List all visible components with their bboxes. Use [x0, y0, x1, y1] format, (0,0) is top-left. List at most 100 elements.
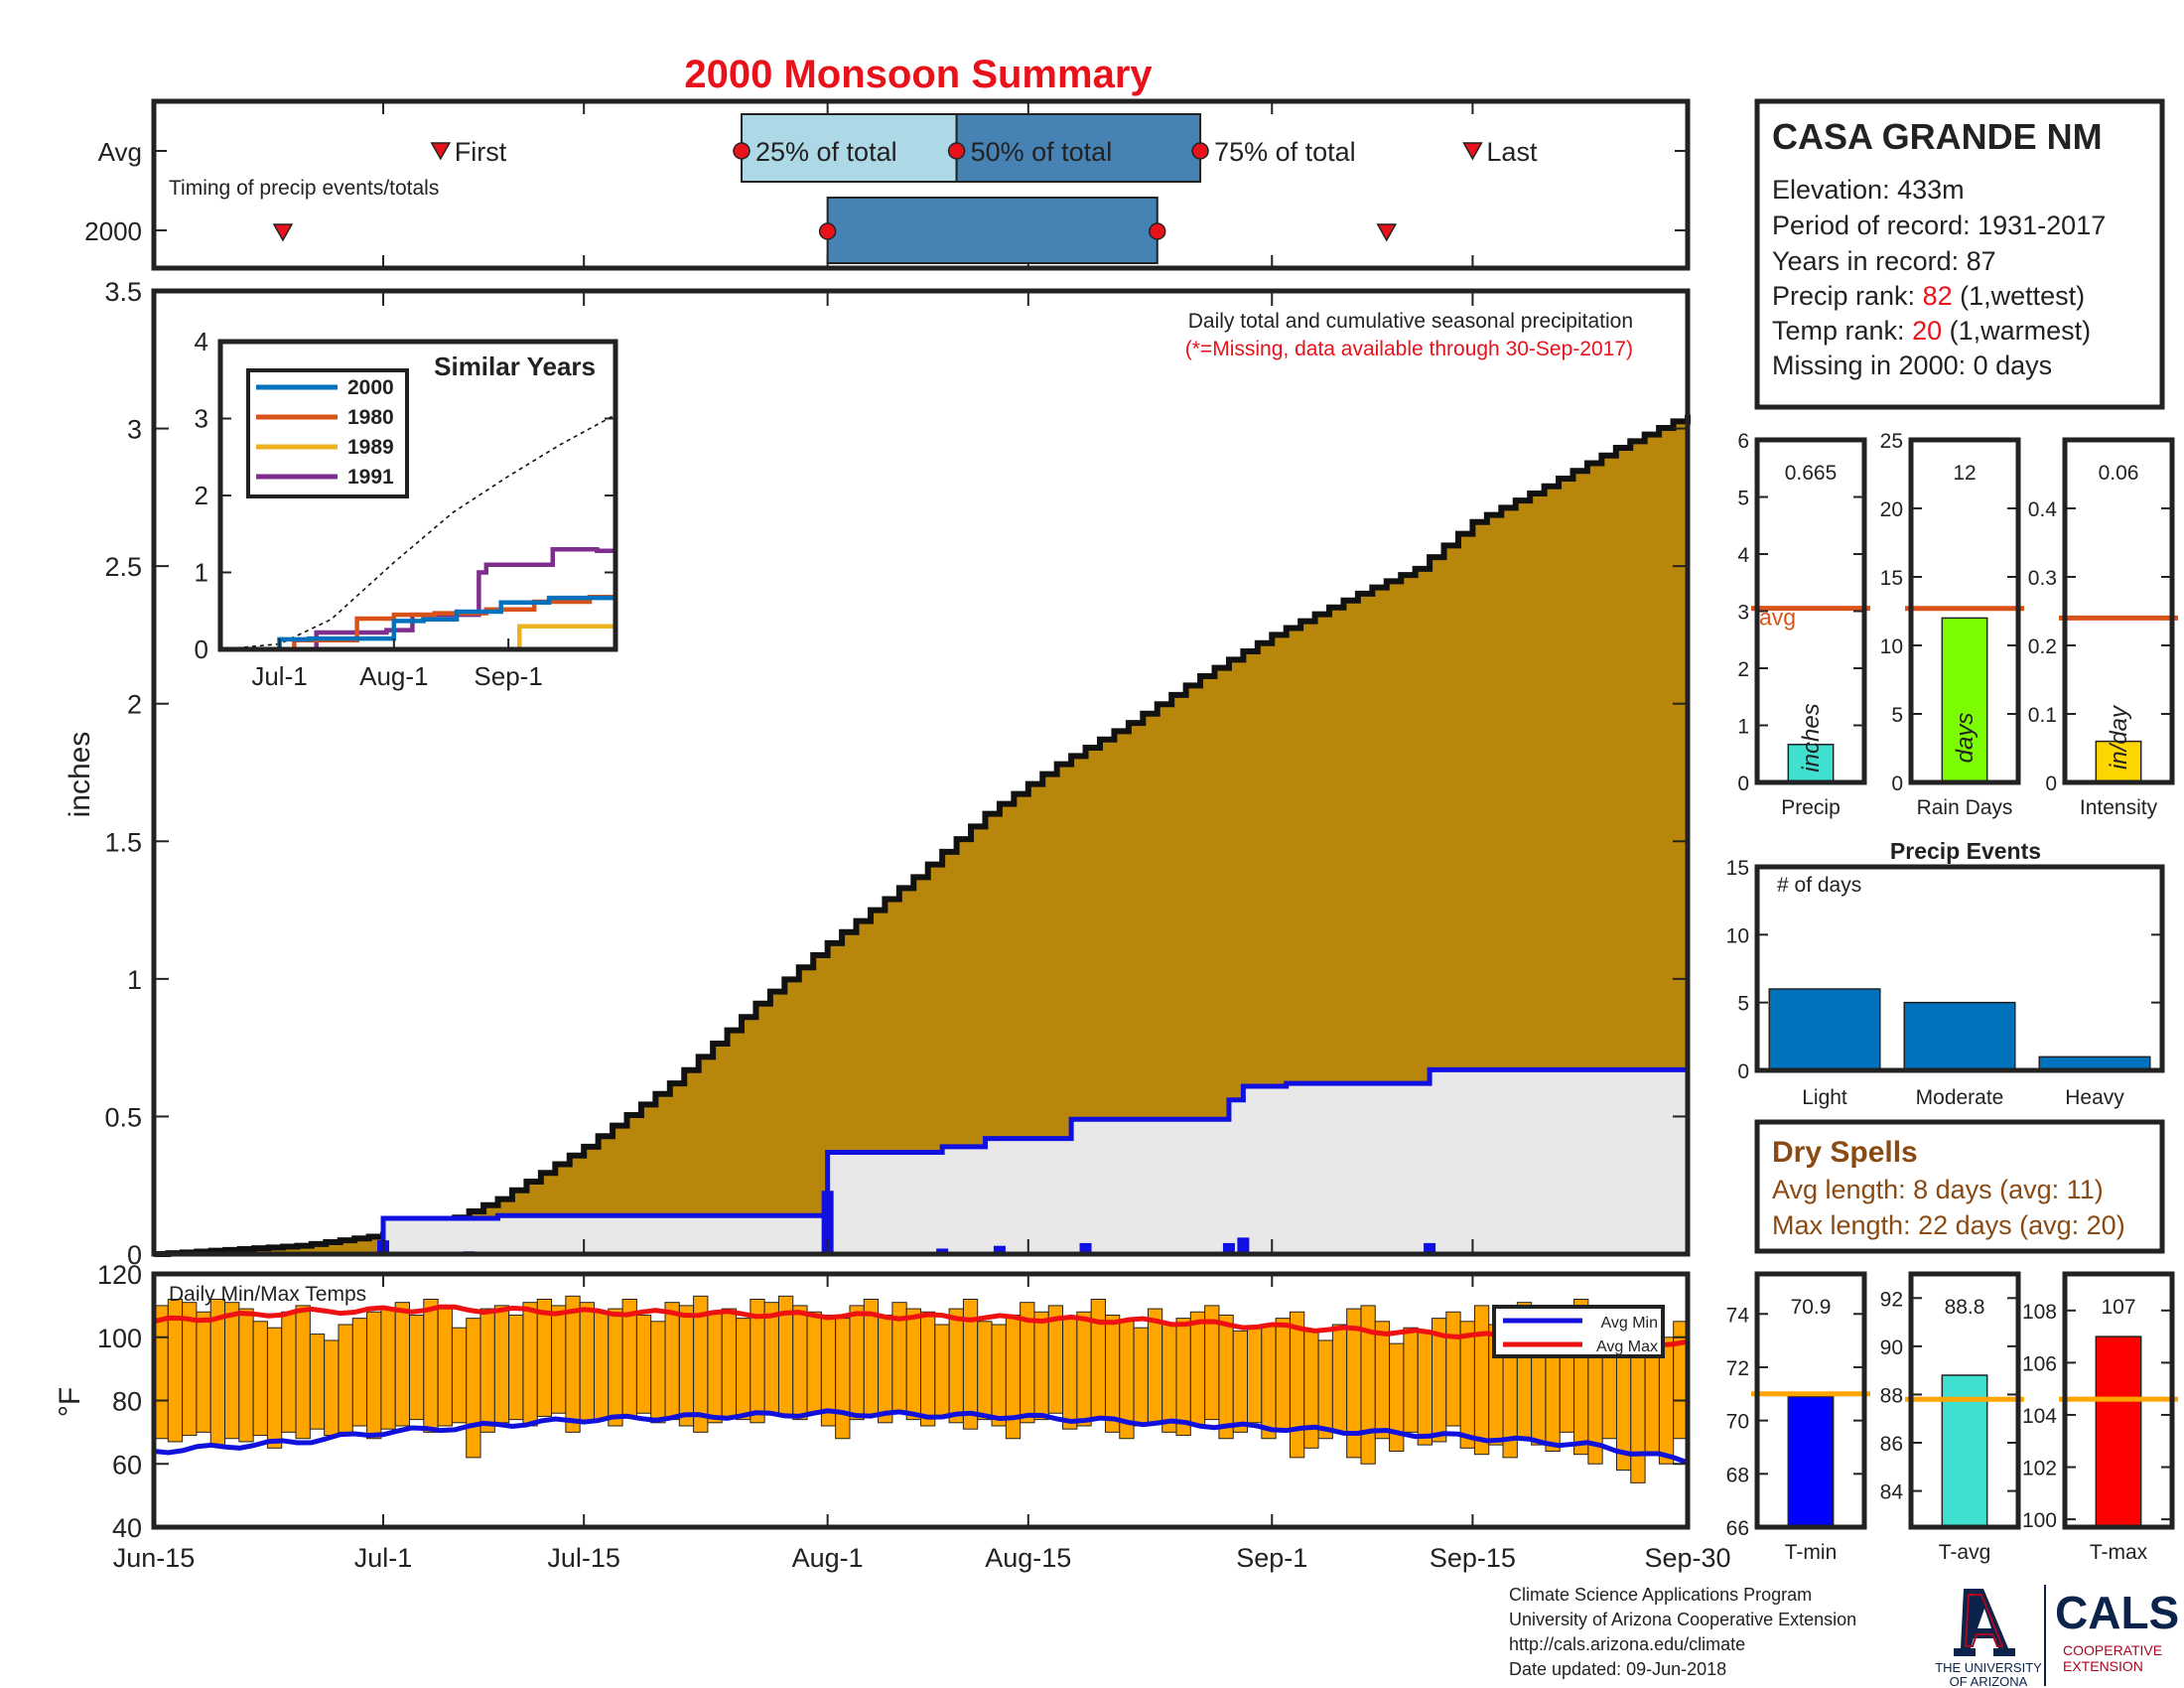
stat-ytick-label: 92	[1880, 1288, 1903, 1311]
precip-event-category: Heavy	[2065, 1086, 2124, 1109]
stat-ytick-label: 100	[2022, 1509, 2057, 1532]
inset-xtick-label: Sep-1	[474, 661, 542, 691]
daily-temp-bar	[1445, 1311, 1461, 1427]
stat-ytick-label: 0.4	[2028, 498, 2058, 521]
station-period: Period of record: 1931-2017	[1772, 211, 2106, 240]
stat-ytick-label: 4	[1737, 544, 1749, 567]
daily-temp-bar	[1275, 1318, 1291, 1430]
daily-temp-bar	[1261, 1324, 1277, 1440]
stat-ytick-label: 5	[1737, 488, 1749, 510]
stat-bar	[1787, 1395, 1835, 1528]
stat-unit-label: inches	[1798, 703, 1825, 772]
stat-ytick-label: 0.3	[2028, 567, 2057, 590]
precip-missing-note: (*=Missing, data available through 30-Se…	[1185, 338, 1633, 360]
stat-panel-t-min: 66 68 70 72 74 70.9 T-min	[1726, 1271, 1870, 1564]
avg-max-line	[153, 1304, 1689, 1348]
year-cumulative-line	[154, 1066, 1688, 1257]
temp-ytick-label: 40	[112, 1513, 142, 1543]
footer-line-2: University of Arizona Cooperative Extens…	[1509, 1610, 1856, 1629]
daily-temp-bar	[977, 1321, 993, 1421]
inset-xtick-label: Jul-1	[251, 661, 307, 691]
daily-temp-bar	[1374, 1321, 1391, 1440]
legend-label-1991: 1991	[347, 466, 394, 489]
daily-temp-bar	[920, 1311, 936, 1427]
stat-ytick-label: 25	[1880, 430, 1903, 453]
temp-ytick-label: 100	[97, 1324, 142, 1353]
x-axis-date-label: Sep-15	[1430, 1543, 1516, 1573]
avg-p25-marker	[733, 142, 751, 160]
stat-panel-t-max: 100 102 104 106 108 107 T-max	[2022, 1271, 2178, 1564]
events-ytick-label: 0	[1737, 1060, 1749, 1083]
stat-ytick-label: 90	[1880, 1336, 1903, 1359]
timing-panel: Avg 2000 Timing of precip events/totals …	[84, 98, 1691, 271]
station-missing: Missing in 2000: 0 days	[1772, 351, 2052, 380]
timing-p75-label: 75% of total	[1214, 137, 1356, 167]
stat-panel-intensity: 0 0.1 0.2 0.3 0.4 0.06 Intensity in/day	[2028, 437, 2178, 819]
stat-ytick-label: 68	[1726, 1464, 1749, 1486]
station-temp-rank: Temp rank: 20 (1,warmest)	[1772, 316, 2091, 346]
stat-value-label: 0.665	[1785, 462, 1838, 485]
footer-line-3: http://cals.arizona.edu/climate	[1509, 1634, 1745, 1654]
precip-event-category: Moderate	[1916, 1086, 2004, 1109]
precip-ytick-label: 2.5	[104, 552, 142, 582]
legend-label-1980: 1980	[347, 406, 394, 429]
events-ytick-label: 10	[1726, 924, 1749, 947]
daily-temp-bar	[650, 1321, 666, 1424]
stat-ytick-label: 0	[1737, 773, 1749, 795]
daily-temp-bar	[878, 1314, 893, 1424]
cals-sub-1: COOPERATIVE	[2063, 1642, 2162, 1658]
inset-ytick-label: 1	[195, 558, 208, 588]
stat-ytick-label: 104	[2022, 1405, 2057, 1428]
stat-panel-label: T-avg	[1939, 1541, 1991, 1564]
stat-bar	[1941, 617, 1988, 783]
daily-temp-bar	[593, 1311, 610, 1421]
stat-ytick-label: 66	[1726, 1517, 1749, 1540]
station-info-box: CASA GRANDE NM Elevation: 433m Period of…	[1754, 98, 2165, 410]
avg-first-marker	[430, 142, 452, 161]
stat-ytick-label: 2	[1737, 658, 1749, 681]
x-axis-date-label: Jul-15	[547, 1543, 620, 1573]
temp-panel-title: Daily Min/Max Temps	[169, 1283, 366, 1306]
daily-temp-bar	[1033, 1311, 1049, 1421]
dry-spells-max: Max length: 22 days (avg: 20)	[1772, 1210, 2125, 1240]
daily-precip-bar	[1237, 1237, 1250, 1254]
stat-unit-label: days	[1952, 713, 1979, 764]
daily-temp-bar	[1417, 1330, 1433, 1446]
precip-event-bar	[1903, 1001, 2016, 1071]
stat-panel-t-avg: 84 86 88 90 92 88.8 T-avg	[1880, 1271, 2024, 1564]
stat-ytick-label: 0.2	[2028, 635, 2057, 658]
daily-temp-bar	[409, 1314, 425, 1421]
daily-temp-bar	[792, 1305, 808, 1421]
stat-ytick-label: 106	[2022, 1352, 2057, 1375]
stat-ytick-label: 102	[2022, 1458, 2057, 1480]
stat-ytick-label: 84	[1880, 1481, 1904, 1504]
daily-temp-bar	[565, 1295, 581, 1433]
stat-ytick-label: 10	[1880, 635, 1903, 658]
stat-value-label: 88.8	[1945, 1296, 1985, 1319]
daily-temp-bar	[252, 1321, 268, 1437]
timing-p25-label: 25% of total	[755, 137, 897, 167]
events-ytick-label: 5	[1737, 993, 1749, 1016]
daily-temp-bar	[1062, 1318, 1078, 1430]
temp-panel: 40 60 80 100 120 Jun-15 Jul-1 Jul-15 Aug-1 Aug-1…	[54, 1260, 1731, 1573]
daily-temp-bar	[466, 1318, 481, 1459]
daily-temp-bar	[1232, 1330, 1249, 1433]
similar-year-line-2000	[220, 595, 615, 652]
stat-ytick-label: 72	[1726, 1357, 1749, 1380]
figure-title: 2000 Monsoon Summary	[684, 53, 1153, 96]
daily-precip-bar	[993, 1245, 1006, 1254]
daily-temp-bar	[266, 1327, 283, 1449]
daily-temp-bar	[196, 1311, 211, 1433]
daily-temp-bar	[493, 1305, 510, 1424]
precip-ytick-label: 1.5	[104, 827, 142, 857]
precip-ytick-label: 3.5	[104, 277, 142, 307]
stat-value-label: 12	[1953, 462, 1976, 485]
year-25-75-box	[826, 197, 1159, 264]
year-p25-marker	[818, 222, 837, 240]
svg-text:THE UNIVERSITY: THE UNIVERSITY	[1935, 1660, 2042, 1675]
inset-ytick-label: 2	[195, 481, 208, 510]
x-axis-date-label: Sep-1	[1236, 1543, 1307, 1573]
similar-years-title: Similar Years	[434, 352, 596, 381]
daily-temp-bar	[522, 1302, 538, 1427]
